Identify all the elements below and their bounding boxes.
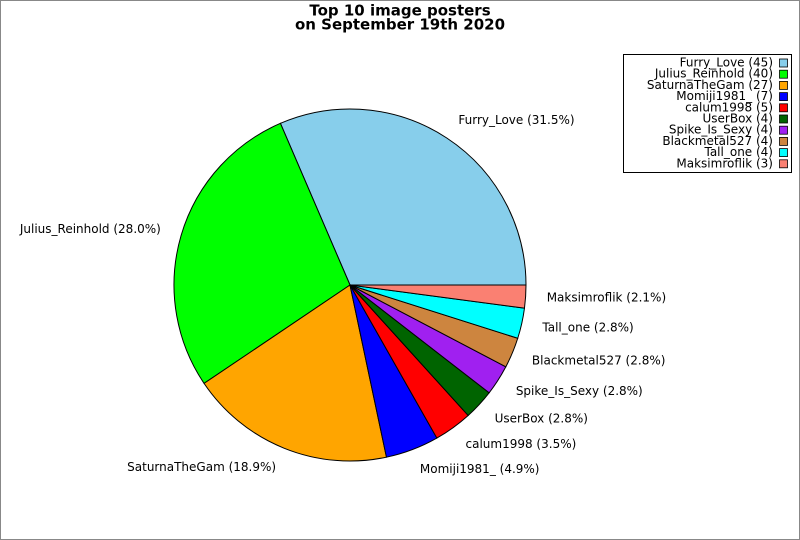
legend-swatch — [779, 81, 788, 90]
legend-label: UserBox (4) — [703, 112, 773, 126]
slice-label: Momiji1981_ (4.9%) — [420, 462, 540, 476]
pie-slice — [349, 284, 527, 309]
legend-swatch — [779, 148, 788, 158]
legend-swatch — [779, 136, 788, 146]
legend-label: Maksimroflik (3) — [676, 156, 773, 170]
legend-label: Spike_Is_Sexy (4) — [669, 123, 773, 137]
slice-label: Tall_one (2.8%) — [541, 320, 633, 334]
legend-label: Momiji1981_ (7) — [676, 89, 773, 103]
slice-label: SaturnaTheGam (18.9%) — [127, 460, 276, 474]
slice-label: calum1998 (3.5%) — [466, 437, 577, 451]
legend-label: Tall_one (4) — [703, 145, 773, 159]
legend-label: Julius_Reinhold (40) — [654, 67, 773, 81]
chart-subtitle: on September 19th 2020 — [295, 16, 505, 34]
legend-swatch — [779, 92, 788, 101]
legend-label: Furry_Love (45) — [680, 56, 773, 70]
legend-label: calum1998 (5) — [685, 100, 773, 114]
slice-label: Blackmetal527 (2.8%) — [532, 353, 666, 367]
slice-label: Furry_Love (31.5%) — [458, 113, 574, 127]
slice-label: Julius_Reinhold (28.0%) — [19, 222, 161, 236]
slice-label: Spike_Is_Sexy (2.8%) — [516, 384, 643, 398]
legend-label: SaturnaTheGam (27) — [647, 78, 773, 92]
legend-label: Blackmetal527 (4) — [662, 134, 773, 148]
pie-slice — [279, 108, 527, 286]
legend-box — [623, 54, 792, 173]
legend-swatch — [779, 69, 788, 79]
chart-title: Top 10 image posters — [309, 2, 490, 20]
slice-label: UserBox (2.8%) — [495, 411, 588, 425]
legend-swatch — [779, 159, 788, 169]
legend-swatch — [779, 58, 788, 68]
legend-swatch — [779, 114, 788, 124]
slice-label: Maksimroflik (2.1%) — [547, 290, 666, 304]
legend-swatch — [779, 125, 788, 135]
pie-slice — [203, 284, 388, 462]
legend-swatch — [779, 103, 788, 113]
pie-slice — [173, 122, 351, 385]
